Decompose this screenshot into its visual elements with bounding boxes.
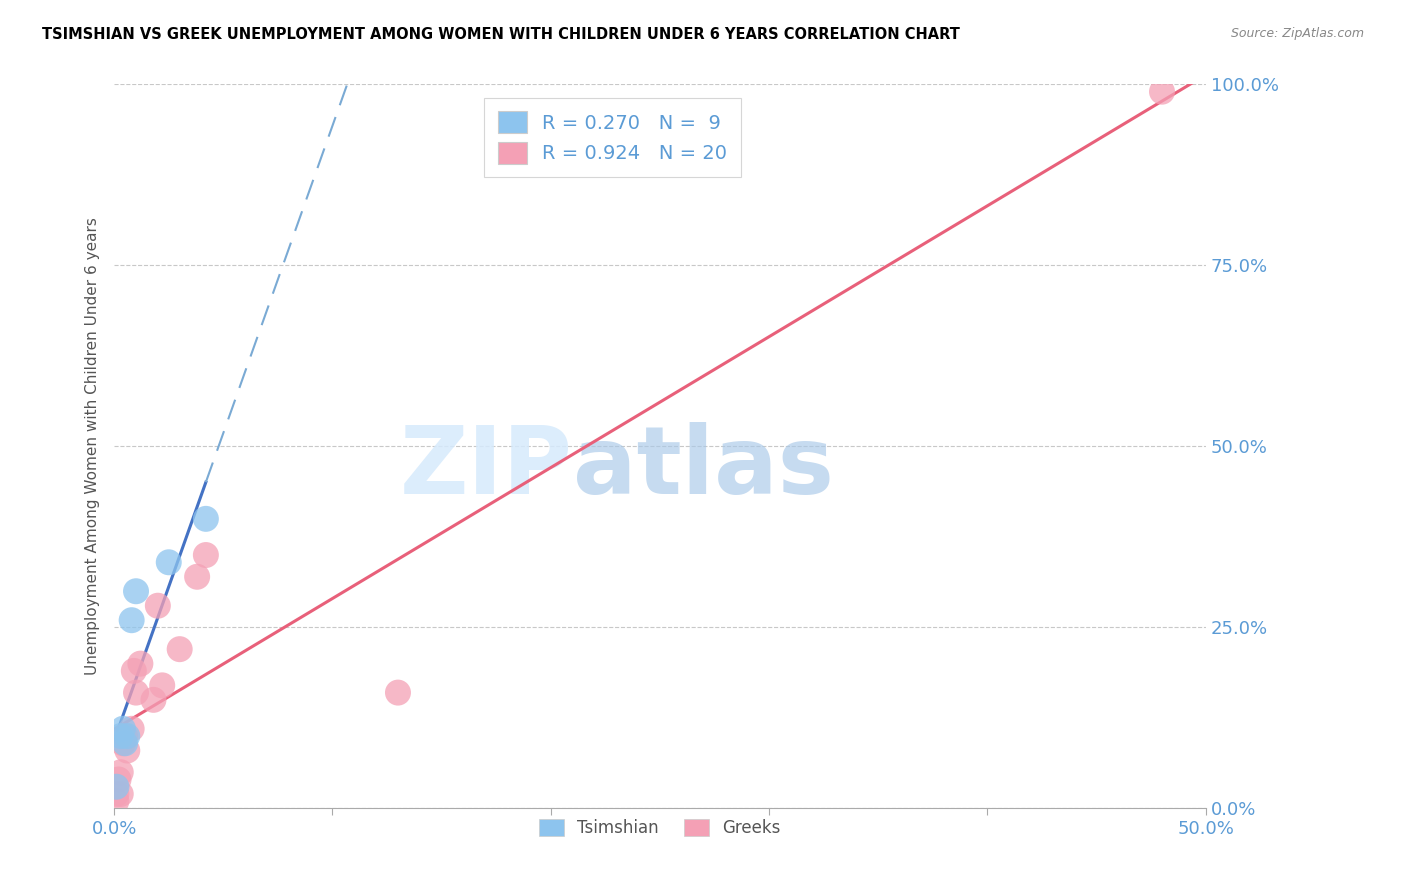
Text: TSIMSHIAN VS GREEK UNEMPLOYMENT AMONG WOMEN WITH CHILDREN UNDER 6 YEARS CORRELAT: TSIMSHIAN VS GREEK UNEMPLOYMENT AMONG WO… bbox=[42, 27, 960, 42]
Point bbox=[110, 787, 132, 801]
Point bbox=[105, 780, 128, 794]
Point bbox=[150, 678, 173, 692]
Point bbox=[117, 743, 139, 757]
Point bbox=[122, 664, 145, 678]
Point bbox=[1150, 85, 1173, 99]
Point bbox=[110, 765, 132, 780]
Point bbox=[111, 736, 134, 750]
Point bbox=[169, 642, 191, 657]
Point bbox=[107, 772, 129, 787]
Point bbox=[114, 729, 136, 743]
Text: atlas: atlas bbox=[572, 422, 834, 514]
Point bbox=[142, 693, 165, 707]
Text: ZIP: ZIP bbox=[399, 422, 572, 514]
Point bbox=[157, 555, 180, 569]
Point bbox=[111, 722, 134, 736]
Point bbox=[121, 613, 143, 627]
Point bbox=[146, 599, 169, 613]
Point bbox=[125, 584, 148, 599]
Point bbox=[387, 685, 409, 699]
Point bbox=[186, 570, 208, 584]
Legend: Tsimshian, Greeks: Tsimshian, Greeks bbox=[533, 812, 787, 844]
Point bbox=[105, 787, 128, 801]
Text: Source: ZipAtlas.com: Source: ZipAtlas.com bbox=[1230, 27, 1364, 40]
Point bbox=[114, 736, 136, 750]
Point bbox=[129, 657, 152, 671]
Point bbox=[194, 548, 217, 562]
Point bbox=[121, 722, 143, 736]
Point bbox=[110, 729, 132, 743]
Point bbox=[105, 794, 128, 808]
Point bbox=[117, 729, 139, 743]
Y-axis label: Unemployment Among Women with Children Under 6 years: Unemployment Among Women with Children U… bbox=[86, 218, 100, 675]
Point bbox=[194, 512, 217, 526]
Point bbox=[125, 685, 148, 699]
